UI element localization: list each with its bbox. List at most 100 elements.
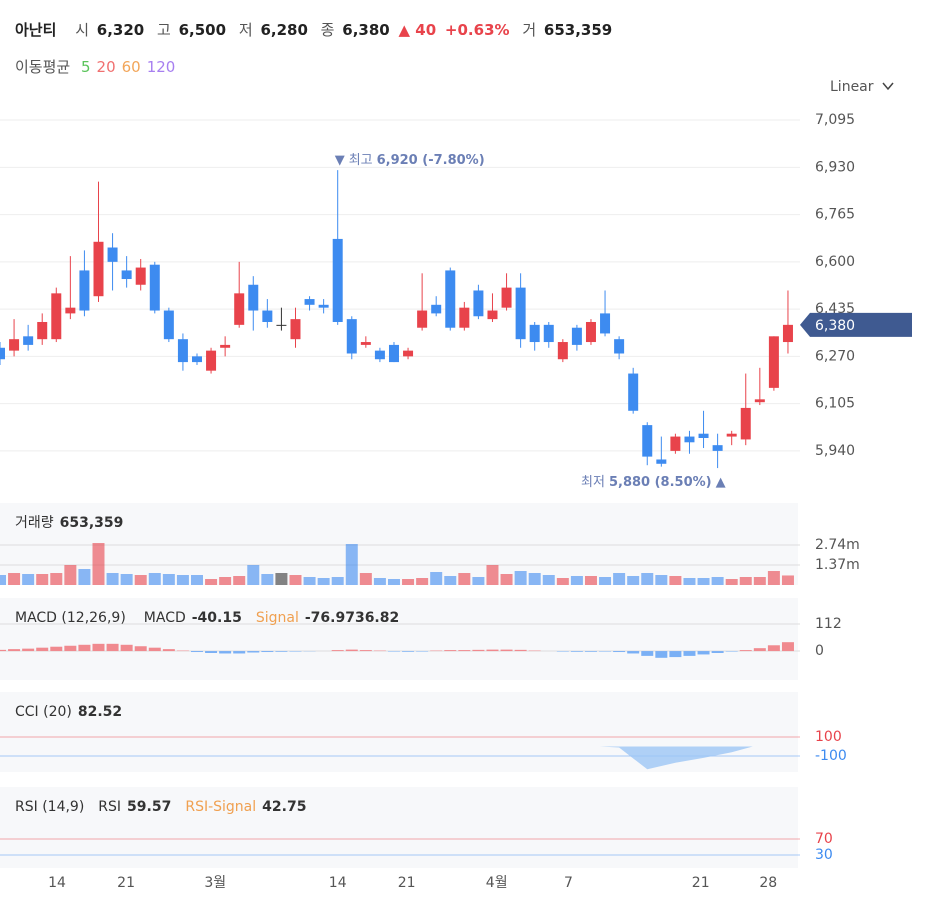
histogram-bar: [753, 648, 766, 652]
histogram-bar: [64, 645, 77, 652]
panel-value: 36.82: [355, 610, 399, 626]
volume-bar: [767, 571, 780, 585]
candle-body: [346, 319, 357, 354]
legend-entry: RSI-Signal: [185, 799, 256, 815]
histogram-bar: [92, 643, 105, 652]
candle-body: [656, 459, 667, 464]
volume-bar: [387, 579, 400, 585]
y-tick-label: 7,095: [815, 112, 855, 128]
candle-body: [276, 324, 287, 326]
panel-legend: RSI (14,9) RSI 59.57 RSI-Signal 42.75: [15, 799, 306, 815]
histogram-bar: [50, 646, 63, 652]
panel-value: 59.57: [127, 799, 171, 815]
field-label: 고: [157, 21, 171, 39]
volume-bar: [317, 577, 330, 585]
panel-bg: [0, 598, 798, 680]
panel-title: 거래량: [15, 515, 54, 531]
x-tick-label: 7: [564, 875, 573, 891]
volume-bar: [50, 573, 63, 585]
histogram-bar: [120, 644, 133, 652]
candle-body: [37, 321, 48, 340]
candle-body: [515, 287, 526, 340]
candle-body: [374, 350, 385, 360]
panel-title: RSI (14,9): [15, 799, 84, 815]
volume-bar: [205, 579, 218, 585]
volume-bar: [599, 577, 612, 585]
y-tick-label: 6,600: [815, 254, 855, 270]
volume-bar: [78, 569, 91, 585]
volume-bar: [697, 577, 710, 585]
volume-bar: [233, 575, 246, 585]
x-tick-label: 14: [329, 875, 347, 891]
volume-bar: [36, 573, 49, 585]
y-tick-label: 6,105: [815, 396, 855, 412]
legend-entry: 5: [81, 58, 91, 76]
histogram-bar: [486, 649, 499, 652]
candle-body: [163, 310, 174, 340]
annotation-arrow: ▼: [335, 153, 345, 168]
volume-bar: [458, 573, 471, 585]
candle-body: [431, 304, 442, 314]
volume-bar: [345, 544, 358, 585]
histogram-bar: [36, 647, 49, 652]
field-value: 6,380: [342, 21, 389, 39]
candle-body: [177, 339, 188, 363]
field-value: 6,320: [97, 21, 144, 39]
volume-bar: [331, 577, 344, 585]
scale-label[interactable]: Linear: [830, 79, 874, 95]
legend-entry: MACD: [144, 610, 186, 626]
volume-bar: [275, 573, 288, 585]
volume-bar: [781, 575, 794, 585]
annotation: 최저 5,880 (8.50%) ▲: [581, 475, 726, 490]
field-label: 시: [75, 21, 89, 39]
volume-label: 거: [522, 21, 536, 39]
volume-bar: [92, 543, 105, 585]
annotation-value: 5,880 (8.50%): [609, 475, 712, 490]
legend-entry: 60: [122, 58, 141, 76]
y-tick-label: 112: [815, 616, 842, 632]
volume-bar: [416, 577, 429, 585]
candle-body: [93, 241, 104, 297]
volume-bar: [613, 573, 626, 585]
volume-bar: [8, 573, 21, 585]
candle-body: [360, 342, 371, 345]
candle-body: [403, 350, 414, 357]
volume-bar: [247, 565, 260, 585]
chevron[interactable]: [882, 82, 894, 91]
ma-legend: 이동평균 5 20 60 120: [15, 58, 175, 76]
candle-body: [557, 342, 568, 360]
candle-body: [684, 436, 695, 443]
candle-body: [529, 324, 540, 343]
panel-value: 42.75: [262, 799, 306, 815]
price-tag-label: 6,380: [815, 318, 855, 334]
volume-bar: [373, 577, 386, 585]
volume-bar: [303, 577, 316, 585]
x-tick-label: 21: [398, 875, 416, 891]
histogram-bar: [613, 651, 626, 653]
volume-bar: [556, 577, 569, 585]
histogram-bar: [711, 651, 724, 653]
volume-bar: [162, 573, 175, 585]
legend-entry: RSI: [98, 799, 121, 815]
volume-bar: [289, 575, 302, 585]
negative-area: [0, 746, 788, 770]
change: ▲ 40: [399, 21, 437, 39]
annotation-value: 6,920 (-7.80%): [377, 153, 485, 168]
scale-menu[interactable]: Linear: [830, 79, 894, 95]
histogram-bar: [683, 651, 696, 656]
candle-body: [290, 319, 301, 340]
x-tick-label: 21: [117, 875, 135, 891]
panel-title: MACD (12,26,9): [15, 610, 126, 626]
volume-bar: [402, 579, 415, 585]
histogram-bar: [500, 649, 513, 652]
histogram-bar: [514, 649, 527, 652]
candle-body: [206, 350, 217, 371]
y-tick-label: 6,270: [815, 348, 855, 364]
volume-bar: [669, 575, 682, 585]
candle-body: [473, 290, 484, 317]
histogram-bar: [190, 651, 203, 653]
volume-bar: [120, 573, 133, 585]
histogram-bar: [261, 651, 274, 653]
